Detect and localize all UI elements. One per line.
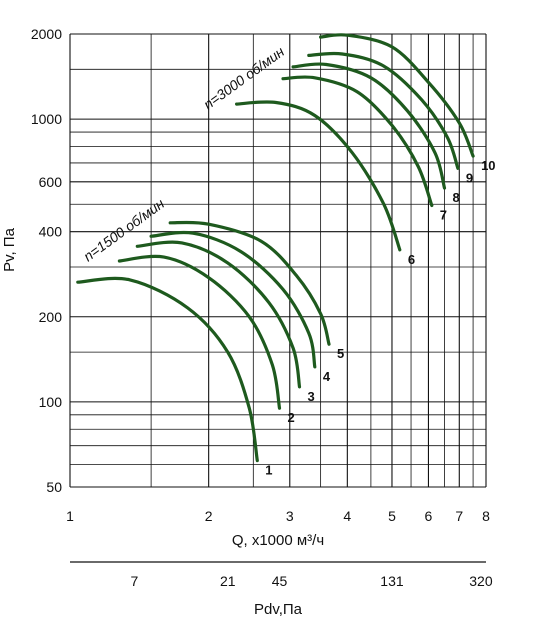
curve-label-1: 1 (265, 463, 272, 478)
pdv-axis-ticks: 7 21 45 131 320 (131, 573, 493, 589)
y-tick-label: 200 (39, 309, 63, 325)
x-tick-label: 8 (482, 508, 490, 524)
y-tick-label: 2000 (31, 26, 62, 42)
pdv-axis-label: Pdv,Па (254, 601, 303, 618)
x-tick-label: 1 (66, 508, 74, 524)
curve-2 (117, 254, 282, 410)
speed-label-1500: n=1500 об/мин (80, 195, 167, 264)
curve-label-10: 10 (481, 158, 495, 173)
curve-3 (135, 240, 302, 389)
x-tick-label: 6 (425, 508, 433, 524)
x-tick-label: 4 (343, 508, 351, 524)
curve-label-9: 9 (466, 170, 473, 185)
curve-8 (291, 62, 447, 190)
curve-4 (149, 230, 317, 369)
curve-label-2: 2 (288, 410, 295, 425)
y-tick-label: 50 (46, 479, 62, 495)
curve-10 (319, 33, 475, 158)
curve-7 (281, 75, 434, 208)
x-axis-label: Q, x1000 м³/ч (232, 532, 324, 549)
curve-label-7: 7 (440, 207, 447, 222)
y-axis-label: Pv, Па (1, 227, 18, 272)
pdv-tick-label: 131 (380, 573, 404, 589)
x-tick-label: 5 (388, 508, 396, 524)
pdv-tick-label: 7 (131, 573, 139, 589)
y-tick-label: 1000 (31, 111, 62, 127)
curve-1 (76, 276, 259, 463)
curve-label-4: 4 (323, 369, 331, 384)
performance-curves (76, 33, 475, 463)
curve-label-8: 8 (452, 190, 459, 205)
curve-label-6: 6 (408, 252, 415, 267)
curve-5 (168, 220, 331, 346)
curve-label-3: 3 (308, 389, 315, 404)
y-tick-label: 400 (39, 224, 63, 240)
pdv-tick-label: 320 (469, 573, 493, 589)
pdv-tick-label: 45 (272, 573, 288, 589)
curve-9 (307, 51, 460, 170)
pdv-tick-label: 21 (220, 573, 236, 589)
x-tick-label: 2 (205, 508, 213, 524)
x-tick-label: 7 (455, 508, 463, 524)
y-tick-label: 100 (39, 394, 63, 410)
curve-6 (235, 100, 402, 252)
curve-label-5: 5 (337, 346, 344, 361)
y-tick-label: 600 (39, 174, 63, 190)
x-tick-label: 3 (286, 508, 294, 524)
